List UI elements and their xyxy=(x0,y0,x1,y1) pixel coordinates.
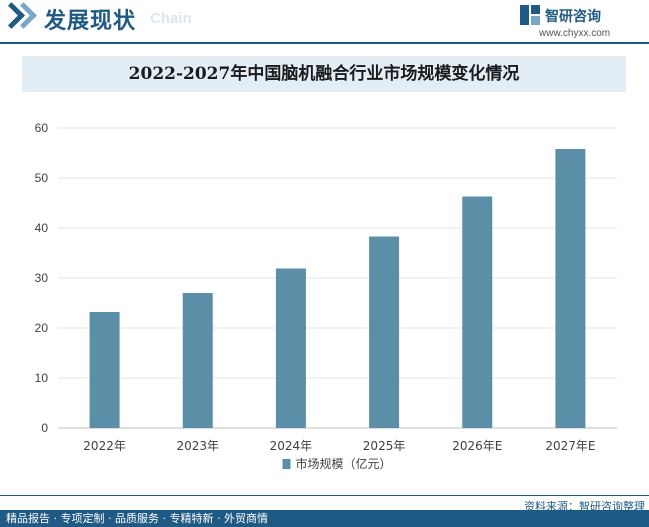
header-divider xyxy=(0,42,649,44)
section-title: 发展现状 xyxy=(44,9,137,34)
bar xyxy=(555,149,586,428)
y-tick-label: 10 xyxy=(35,371,49,385)
x-tick-label: 2024年 xyxy=(270,439,313,453)
y-tick-label: 30 xyxy=(35,271,49,285)
brand-url: www.chyxx.com xyxy=(539,28,611,39)
brand-logo: 智研咨询 www.chyxx.com xyxy=(519,4,639,40)
bar-chart: 0 10 20 30 40 50 60 2022年 2023年 2024年 2025年 2026年E 2… xyxy=(35,121,617,471)
legend-label: 市场规模（亿元） xyxy=(296,456,392,471)
header: 发展现状 Chain 智研咨询 www.chyxx.com xyxy=(0,0,649,44)
brand-name: 智研咨询 xyxy=(545,9,601,25)
section-subtitle: Chain xyxy=(150,10,192,27)
x-tick-label: 2025年 xyxy=(363,439,406,453)
source-note: 资料来源：智研咨询整理 xyxy=(524,500,645,513)
x-tick-label: 2022年 xyxy=(83,439,126,453)
bar xyxy=(89,312,120,428)
y-tick-label: 60 xyxy=(35,121,49,135)
y-tick-label: 50 xyxy=(35,171,49,185)
bar xyxy=(462,196,493,428)
brand-logo-icon xyxy=(520,5,540,25)
legend-swatch xyxy=(282,459,291,469)
x-tick-label: 2026年E xyxy=(452,439,502,453)
footer-band: 精品报告 · 专项定制 · 品质服务 · 专精特新 · 外贸商情 xyxy=(0,510,649,527)
bar xyxy=(369,236,400,428)
chart-title: 2022-2027年中国脑机融合行业市场规模变化情况 xyxy=(128,64,520,84)
chart-title-band: 2022-2027年中国脑机融合行业市场规模变化情况 xyxy=(22,56,626,92)
bar xyxy=(275,268,306,428)
y-tick-label: 40 xyxy=(35,221,49,235)
y-tick-label: 0 xyxy=(41,421,48,435)
bar xyxy=(182,293,213,428)
x-tick-label: 2027年E xyxy=(545,439,595,453)
x-tick-label: 2023年 xyxy=(176,439,219,453)
y-tick-label: 20 xyxy=(35,321,49,335)
footer-divider xyxy=(0,495,649,496)
services-list: 精品报告 · 专项定制 · 品质服务 · 专精特新 · 外贸商情 xyxy=(6,512,268,525)
